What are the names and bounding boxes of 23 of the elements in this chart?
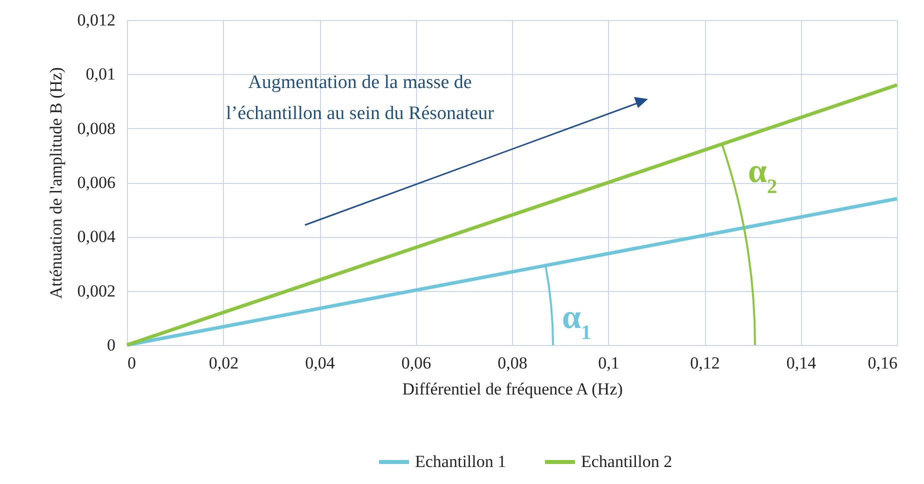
- legend-label: Echantillon 1: [415, 452, 506, 471]
- y-tick-label: 0,004: [77, 227, 116, 246]
- y-tick-label: 0,008: [77, 118, 116, 138]
- annotation: α$_{2}$: [748, 153, 778, 198]
- y-tick-label: 0,01: [86, 64, 116, 84]
- x-tick-label: 0: [128, 354, 136, 372]
- x-tick-label: 0,16: [868, 354, 898, 372]
- x-tick-label: 0,12: [690, 354, 720, 372]
- x-tick-label: 0,1: [598, 354, 620, 372]
- x-tick-label: 0,06: [401, 354, 432, 372]
- x-tick-label: 0,02: [208, 354, 239, 372]
- annotation: α$_{1}$: [562, 299, 592, 344]
- y-tick-label: 0,002: [77, 281, 116, 300]
- y-tick-label: 0,006: [77, 173, 116, 192]
- x-tick-label: 0,14: [786, 354, 817, 372]
- y-axis-title: Atténuation de l'amplitude B (Hz): [46, 67, 66, 299]
- y-tick-label: 0: [107, 336, 116, 354]
- y-tick-label: 0,012: [77, 10, 116, 30]
- x-tick-label: 0,04: [305, 354, 336, 372]
- x-axis-title: Différentiel de fréquence A (Hz): [402, 380, 623, 398]
- x-tick-label: 0,08: [498, 354, 528, 372]
- legend-label: Echantillon 2: [581, 452, 672, 471]
- annotation: Augmentation de la masse de l’échantillon au sein du Résonateur: [226, 72, 495, 124]
